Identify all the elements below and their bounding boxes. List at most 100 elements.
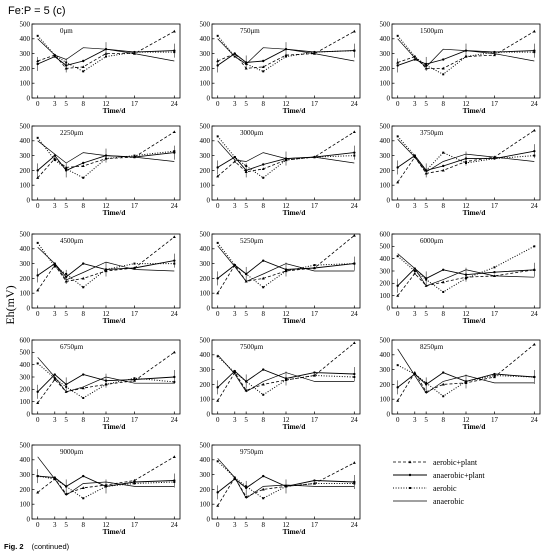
data-point xyxy=(233,264,236,267)
x-tick-label: 3 xyxy=(413,416,417,424)
x-tick-label: 24 xyxy=(351,100,359,108)
data-point xyxy=(413,58,416,61)
panel-2: 0 100 200 300 400 500 0 3 5 8 12 17 24 Time/d 750μm xyxy=(200,20,361,115)
x-tick-label: 3 xyxy=(233,521,237,529)
data-point xyxy=(81,486,85,490)
data-point xyxy=(133,154,136,157)
panel-label: 2250μm xyxy=(60,129,84,137)
x-tick-label: 8 xyxy=(261,521,265,529)
data-point xyxy=(313,479,316,482)
data-point xyxy=(493,51,496,54)
x-tick-label: 12 xyxy=(103,416,111,424)
panel-6: 0 100 200 300 400 500 0 3 5 8 12 17 24 Time/d 3750μm xyxy=(380,122,541,217)
data-point xyxy=(261,167,265,171)
panel-label: 5250μm xyxy=(240,237,264,245)
y-tick-label: 500 xyxy=(380,20,391,28)
panel-label: 9000μm xyxy=(60,448,84,456)
data-point xyxy=(313,374,316,377)
panel-9: 0 100 200 300 400 500 600 0 3 5 8 12 17 24 Time/d 6000μ… xyxy=(380,230,541,325)
data-point xyxy=(413,373,416,376)
y-tick-label: 400 xyxy=(20,245,31,253)
x-tick-label: 12 xyxy=(463,100,471,108)
x-tick-label: 17 xyxy=(131,202,139,210)
data-point xyxy=(82,286,85,289)
legend: aerobic+plant anaerobic+plant aerobic anaer… xyxy=(393,458,485,506)
y-axis-label: Eh(mV) xyxy=(3,285,17,324)
data-point xyxy=(313,51,316,54)
panel-frame xyxy=(391,23,541,99)
data-point xyxy=(261,276,265,280)
x-tick-label: 17 xyxy=(491,100,499,108)
y-tick-label: 100 xyxy=(20,182,31,190)
data-point xyxy=(442,268,445,271)
y-tick-label: 200 xyxy=(20,275,31,283)
y-tick-label: 300 xyxy=(200,260,211,268)
panel-label: 4500μm xyxy=(60,237,84,245)
data-point xyxy=(492,53,496,57)
y-tick-label: 400 xyxy=(380,35,391,43)
data-point xyxy=(82,373,85,376)
data-point xyxy=(262,70,265,73)
x-tick-label: 3 xyxy=(413,100,417,108)
data-point xyxy=(82,474,85,478)
y-tick-label: 400 xyxy=(200,35,211,43)
data-point xyxy=(82,161,85,165)
panel-3: 0 100 200 300 400 500 0 3 5 8 12 17 24 Time/d 1500μm xyxy=(380,20,541,115)
x-tick-label: 24 xyxy=(171,521,179,529)
x-tick-label: 0 xyxy=(36,202,40,210)
data-point xyxy=(396,135,399,138)
y-tick-label: 100 xyxy=(20,290,31,298)
x-tick-label: 17 xyxy=(311,100,319,108)
data-point xyxy=(413,370,417,374)
series-line-4 xyxy=(397,348,535,394)
y-tick-label: 500 xyxy=(20,20,31,28)
data-point xyxy=(105,55,107,58)
x-tick-label: 0 xyxy=(216,202,220,210)
series-line-4 xyxy=(217,354,355,393)
x-tick-label: 0 xyxy=(36,521,40,529)
data-point xyxy=(352,341,356,345)
y-tick-label: 500 xyxy=(380,336,391,344)
x-tick-label: 17 xyxy=(131,521,139,529)
panel-frame xyxy=(31,23,181,99)
data-point xyxy=(82,262,85,265)
x-axis-label: Time/d xyxy=(283,316,307,325)
x-tick-label: 17 xyxy=(491,202,499,210)
x-tick-label: 12 xyxy=(103,310,111,318)
x-tick-label: 12 xyxy=(463,202,471,210)
x-tick-label: 12 xyxy=(103,521,111,529)
x-axis-label: Time/d xyxy=(283,527,307,536)
data-point xyxy=(442,371,445,374)
data-point xyxy=(352,29,356,33)
x-tick-label: 12 xyxy=(103,100,111,108)
data-point xyxy=(53,377,56,380)
data-point xyxy=(36,176,40,179)
x-tick-label: 5 xyxy=(424,100,428,108)
data-point xyxy=(396,399,400,402)
panel-11: 0 100 200 300 400 500 0 3 5 8 12 17 24 Time/d 7500μm xyxy=(200,336,361,431)
y-tick-label: 100 xyxy=(380,80,391,88)
x-tick-label: 5 xyxy=(244,100,248,108)
data-point xyxy=(216,291,220,295)
data-point xyxy=(492,375,496,379)
data-point xyxy=(53,263,57,267)
y-tick-label: 500 xyxy=(20,349,31,357)
x-tick-label: 8 xyxy=(81,416,85,424)
y-tick-label: 500 xyxy=(20,230,31,238)
x-tick-label: 8 xyxy=(261,100,265,108)
x-tick-label: 12 xyxy=(463,416,471,424)
data-point xyxy=(533,245,536,248)
x-tick-label: 0 xyxy=(36,100,40,108)
data-point xyxy=(81,386,85,390)
y-tick-label: 100 xyxy=(380,182,391,190)
series-line-4 xyxy=(217,458,355,499)
x-axis-label: Time/d xyxy=(103,527,127,536)
x-tick-label: 3 xyxy=(413,202,417,210)
data-point xyxy=(352,461,356,464)
x-tick-label: 0 xyxy=(216,100,220,108)
x-tick-label: 8 xyxy=(81,202,85,210)
x-tick-label: 5 xyxy=(244,416,248,424)
data-point xyxy=(442,73,445,76)
data-point xyxy=(216,174,220,178)
data-point xyxy=(262,163,265,166)
